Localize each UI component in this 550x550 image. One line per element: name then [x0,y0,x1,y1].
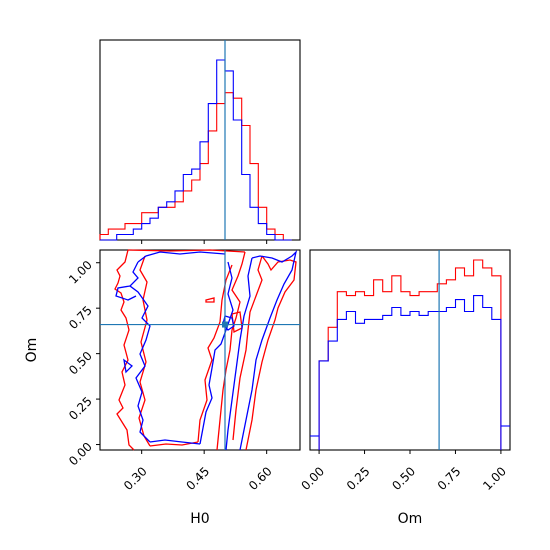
hist-h0-panel [99,39,301,244]
contour-blue-right-ridge [239,249,298,451]
contour-xlabel: H0 [190,511,209,527]
hist_H0-series-1 [100,59,292,241]
contour-ytick-label-0: 0.00 [66,440,95,469]
contour-xtick-label-1: 0.45 [183,464,212,493]
contour-truth-marker [222,321,228,328]
hist-om-xlabel: Om [398,511,423,527]
hist-om-xtick-label-3: 0.75 [435,464,464,493]
contour-blue-left-spur [115,285,137,301]
contour-ylabel: Om [24,338,40,363]
hist_Om-series-1 [318,295,502,450]
contour-xticks: 0.30 0.45 0.60 [121,450,275,493]
contour-red-inner-left [138,255,151,447]
contour-blue-bottom [149,439,201,445]
contour-ytick-label-3: 0.75 [66,303,95,332]
contour-red-blob [205,297,215,303]
hist-om-panel: 0.00 0.25 0.50 0.75 1.00 Om [298,249,511,527]
hist-h0-ticks [141,240,268,244]
contour-ytick-label-2: 0.50 [66,349,95,378]
contour-blue-right-inner [225,257,253,451]
contour-ytick-label-1: 0.25 [66,394,95,423]
contour-xtick-label-0: 0.30 [121,464,150,493]
contour-red-outer-top [127,249,246,253]
contour-red-right-ridge [245,255,297,451]
contour-red-right-inner [232,255,263,441]
hist-h0-frame [99,39,301,241]
hist-om-xtick-label-2: 0.50 [389,464,418,493]
contour-blue-inner-right [199,261,234,445]
contour-blue [115,249,298,451]
hist-om-xticks: 0.00 0.25 0.50 0.75 1.00 [298,450,509,493]
contour-blue-top [137,251,226,263]
contour-panel: 0.30 0.45 0.60 0.00 0.25 0.50 0.75 1.00 H0 Om [24,249,301,527]
hist-om-xtick-label-0: 0.00 [298,464,327,493]
hist_Om-series-0 [318,259,502,450]
contour-ytick-label-4: 1.00 [66,258,95,287]
contour-yticks: 0.00 0.25 0.50 0.75 1.00 [66,258,100,469]
contour-xtick-label-2: 0.60 [246,464,275,493]
contour-blue-outer-left [129,261,151,443]
hist-om-series [310,259,510,450]
hist-h0-series [99,59,292,241]
hist-om-xtick-label-4: 1.00 [480,464,509,493]
contour-red-inner-right [197,264,233,443]
contour-blue-lower-left [123,358,133,374]
contour-red-outer-left [114,249,135,451]
hist-om-xtick-label-1: 0.25 [344,464,373,493]
contour-red-outer-right [216,251,246,451]
hist_H0-series-0 [99,92,292,241]
hist-om-frame [309,249,511,451]
